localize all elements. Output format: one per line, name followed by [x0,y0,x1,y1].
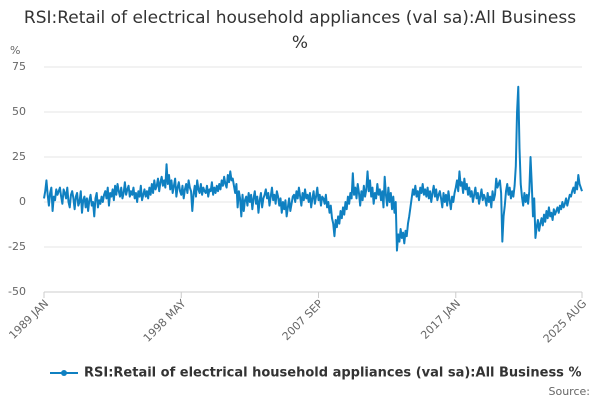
y-tick-label: -50 [8,285,26,298]
legend-marker [61,370,67,376]
x-tick-label: 2017 JAN [418,297,463,342]
y-tick-label: -25 [8,240,26,253]
data-line [43,85,583,252]
y-tick-label: 50 [12,105,26,118]
x-tick-label: 1998 MAY [141,297,189,345]
y-tick-label: 75 [12,60,26,73]
x-tick-label: 1989 JAN [6,297,51,342]
x-tick-label: 2025 AUG [541,297,590,346]
y-tick-label: 25 [12,150,26,163]
source: Source: [549,385,591,398]
x-tick-label: 2007 SEP [280,297,326,343]
y-tick-label: 0 [19,195,26,208]
legend-label: RSI:Retail of electrical household appli… [84,366,581,381]
chart-title: RSI:Retail of electrical household appli… [23,8,577,53]
y-axis-unit: % [10,44,20,57]
